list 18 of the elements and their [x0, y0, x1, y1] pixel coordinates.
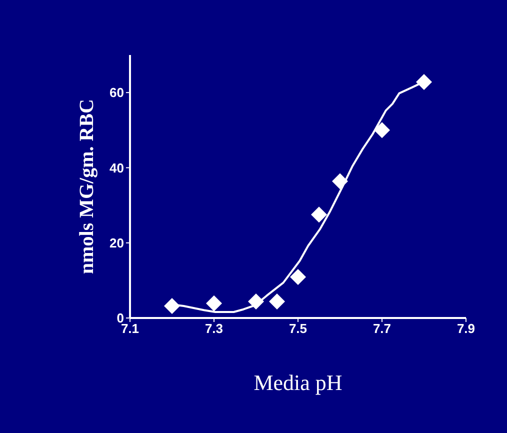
x-tick-label: 7.9	[456, 321, 476, 336]
point	[311, 206, 327, 223]
y-tick-label: 60	[110, 85, 124, 100]
point	[332, 173, 348, 190]
point	[290, 269, 306, 286]
point	[374, 122, 390, 138]
point	[416, 74, 432, 90]
point	[164, 298, 180, 314]
x-axis-title: Media pH	[254, 370, 342, 395]
x-tick-label: 7.3	[204, 321, 224, 336]
x-tick-label: 7.7	[372, 321, 392, 336]
point	[248, 293, 264, 310]
point	[269, 293, 285, 310]
y-tick-label: 40	[110, 160, 124, 176]
point	[206, 295, 222, 312]
x-tick-label: 7.5	[288, 321, 308, 336]
y-tick-label: 20	[110, 235, 124, 250]
y-axis-title: nmols MG/gm. RBC	[76, 99, 98, 274]
